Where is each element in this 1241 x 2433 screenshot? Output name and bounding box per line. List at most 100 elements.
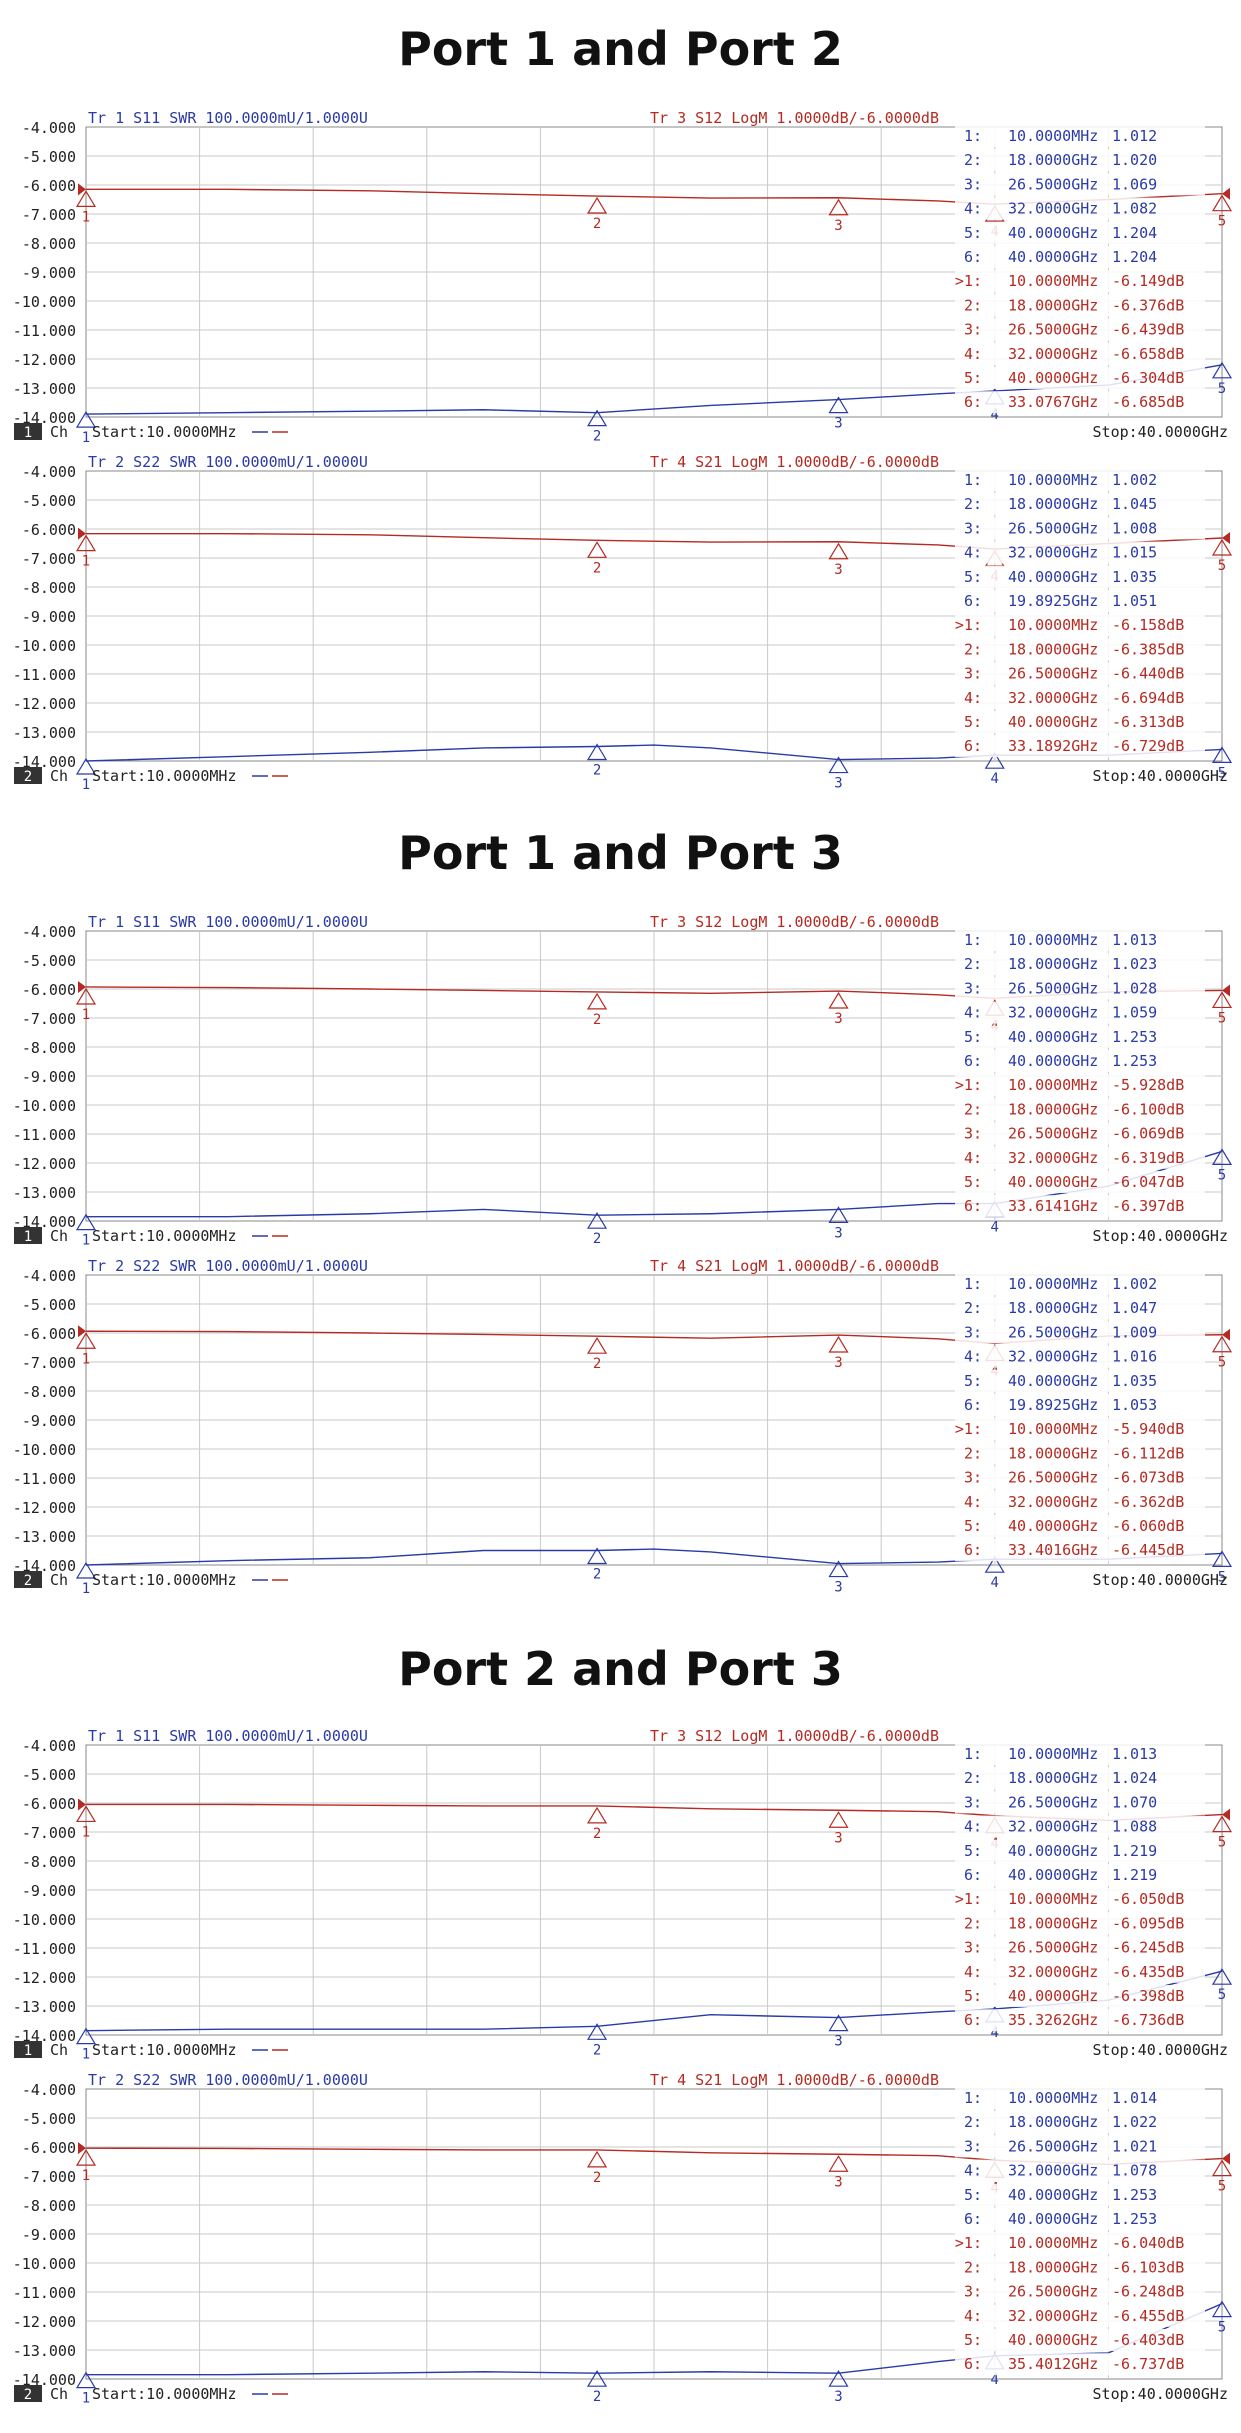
channel-label: Ch <box>50 767 68 785</box>
marker-response: 1.219 <box>1112 1866 1157 1884</box>
marker-triangle <box>75 534 97 552</box>
marker-stimulus: 40.0000GHz <box>1008 248 1098 266</box>
marker-index: 5: <box>964 1173 982 1191</box>
marker-number: 5 <box>1218 214 1226 230</box>
y-tick-label: -6.000 <box>22 1325 76 1343</box>
marker-response: -6.304dB <box>1112 369 1184 387</box>
marker-index: 6: <box>964 737 982 755</box>
y-tick-label: -5.000 <box>22 492 76 510</box>
marker-number: 3 <box>834 1830 842 1846</box>
y-tick-label: -12.000 <box>13 695 76 713</box>
y-tick-label: -13.000 <box>13 1184 76 1202</box>
marker-stimulus: 32.0000GHz <box>1008 2307 1098 2325</box>
marker-stimulus: 10.0000MHz <box>1008 1890 1098 1908</box>
marker-number: 5 <box>1218 2320 1226 2336</box>
marker-number: 5 <box>1218 2179 1226 2195</box>
marker-stimulus: 18.0000GHz <box>1008 296 1098 314</box>
marker-triangle <box>75 2371 97 2389</box>
marker-number: 2 <box>593 2170 601 2186</box>
marker-triangle <box>586 2023 608 2040</box>
y-tick-label: -5.000 <box>22 1296 76 1314</box>
y-tick-label: -8.000 <box>22 1383 76 1401</box>
marker-row-bg <box>955 367 1205 389</box>
marker-stimulus: 32.0000GHz <box>1008 1963 1098 1981</box>
marker-stimulus: 40.0000GHz <box>1008 1866 1098 1884</box>
marker-row-bg <box>955 221 1205 244</box>
y-tick-label: -7.000 <box>22 550 76 568</box>
marker-stimulus: 40.0000GHz <box>1008 713 1098 731</box>
marker-row-bg <box>955 590 1205 612</box>
marker-number: 4 <box>991 771 999 787</box>
channel-number: 2 <box>24 1573 32 1589</box>
y-tick-label: -10.000 <box>13 1097 76 1115</box>
marker-index: 6: <box>964 2210 982 2228</box>
marker-index: 5: <box>964 1842 982 1860</box>
marker-index: 4: <box>964 2162 982 2180</box>
marker-triangle <box>1211 746 1233 763</box>
marker-response: 1.016 <box>1112 1348 1157 1366</box>
marker-response: -6.398dB <box>1112 1987 1184 2005</box>
marker-index: 2: <box>964 2258 982 2276</box>
marker-row-bg <box>955 1767 1205 1790</box>
marker-triangle <box>828 1335 849 1353</box>
marker-index: >1: <box>955 1420 982 1438</box>
marker-stimulus: 32.0000GHz <box>1008 544 1098 562</box>
marker-stimulus: 10.0000MHz <box>1008 272 1098 290</box>
marker-index: 1: <box>964 471 982 489</box>
marker-number: 4 <box>991 2025 999 2041</box>
marker-response: -6.158dB <box>1112 616 1184 634</box>
channel-badge <box>14 423 42 440</box>
marker-number: 5 <box>1218 1987 1226 2003</box>
marker-row-bg <box>955 149 1205 172</box>
marker-number: 4 <box>991 1220 999 1236</box>
marker-row-bg <box>955 2304 1205 2327</box>
marker-index: 4: <box>964 1963 982 1981</box>
marker-response: 1.014 <box>1112 2089 1157 2107</box>
marker-row-bg <box>955 1539 1205 1562</box>
section-title: Port 1 and Port 3 <box>398 826 843 880</box>
y-tick-label: -8.000 <box>22 2197 76 2215</box>
marker-stimulus: 26.5000GHz <box>1008 979 1098 997</box>
marker-index: 5: <box>964 713 982 731</box>
trace-label-blue: Tr 2 S22 SWR 100.0000mU/1.0000U <box>88 453 368 471</box>
marker-stimulus: 33.6141GHz <box>1008 1197 1098 1215</box>
marker-row-bg <box>955 391 1205 414</box>
marker-number: 3 <box>834 2174 842 2190</box>
marker-number: 3 <box>834 218 842 234</box>
marker-index: 5: <box>964 2186 982 2204</box>
marker-index: 2: <box>964 1444 982 1462</box>
marker-response: 1.009 <box>1112 1323 1157 1341</box>
marker-triangle <box>586 992 608 1010</box>
marker-response: 1.082 <box>1112 200 1157 218</box>
reference-arrow-right <box>1222 2152 1230 2165</box>
marker-row-bg <box>955 565 1205 588</box>
marker-row-bg <box>955 173 1205 196</box>
marker-triangle <box>828 1560 849 1578</box>
y-tick-label: -5.000 <box>22 2110 76 2128</box>
marker-row-bg <box>955 1050 1205 1072</box>
marker-stimulus: 32.0000GHz <box>1008 1004 1098 1022</box>
marker-row-bg <box>955 2111 1205 2134</box>
marker-stimulus: 10.0000MHz <box>1008 127 1098 145</box>
marker-index: 3: <box>964 1939 982 1957</box>
marker-row-bg <box>955 662 1205 685</box>
marker-triangle <box>1211 1335 1233 1353</box>
marker-response: -6.736dB <box>1112 2011 1184 2029</box>
marker-response: -6.445dB <box>1112 1541 1184 1559</box>
y-tick-label: -13.000 <box>13 724 76 742</box>
marker-index: 3: <box>964 519 982 537</box>
marker-row-bg <box>955 294 1205 317</box>
marker-stimulus: 10.0000MHz <box>1008 1745 1098 1763</box>
channel-badge <box>14 1571 42 1588</box>
marker-row-bg <box>955 517 1205 540</box>
marker-number: 3 <box>834 1011 842 1027</box>
marker-response: -6.376dB <box>1112 296 1184 314</box>
marker-triangle <box>828 2155 849 2172</box>
marker-row-bg <box>955 1321 1205 1344</box>
marker-stimulus: 18.0000GHz <box>1008 1444 1098 1462</box>
marker-number: 5 <box>1218 765 1226 781</box>
marker-row-bg <box>955 318 1205 341</box>
marker-row-bg <box>955 1122 1205 1145</box>
marker-index: 4: <box>964 345 982 363</box>
trace-label-red: Tr 3 S12 LogM 1.0000dB/-6.0000dB <box>650 913 939 931</box>
